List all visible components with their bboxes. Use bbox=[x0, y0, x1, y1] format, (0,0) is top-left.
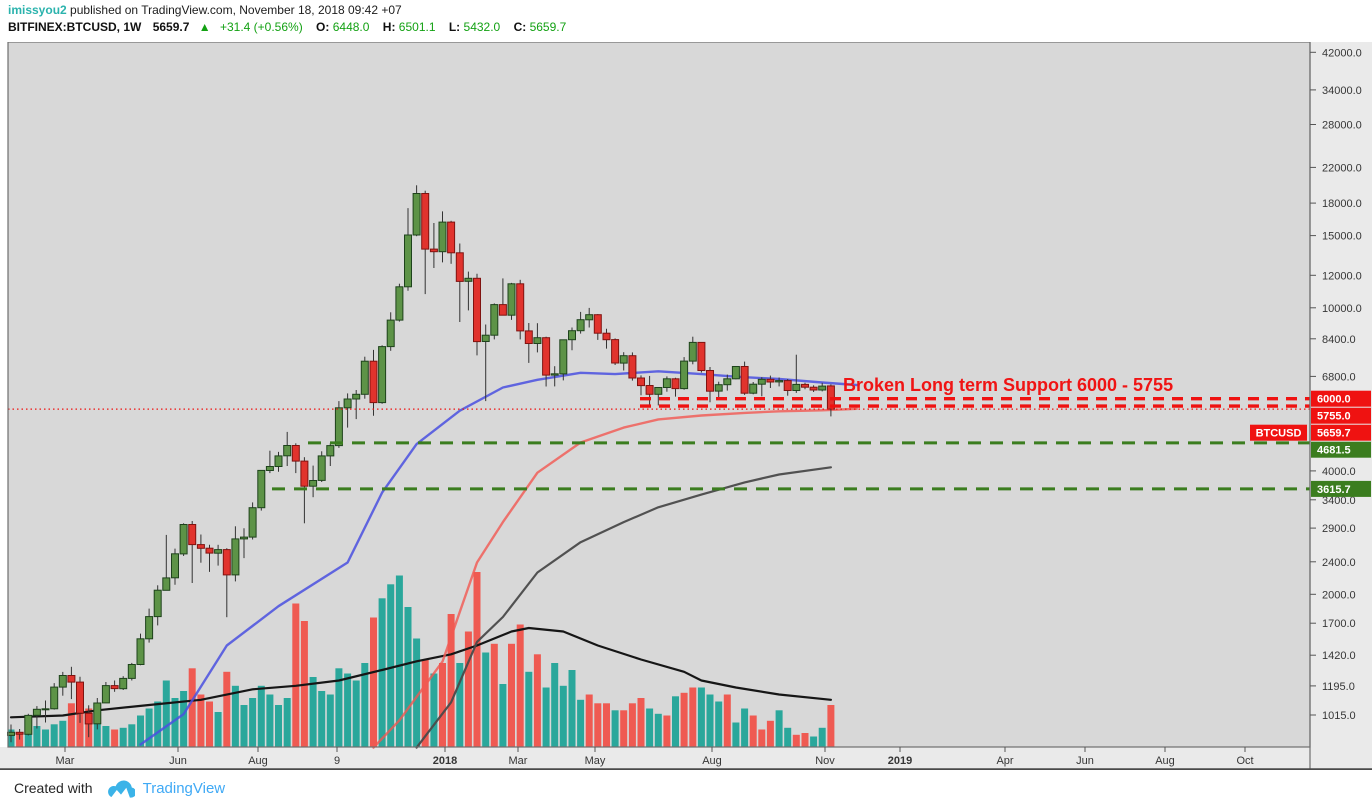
volume-ma-line bbox=[9, 626, 832, 719]
low-value: 5432.0 bbox=[463, 20, 501, 34]
candles-layer bbox=[7, 185, 835, 743]
ma-red-line bbox=[372, 407, 858, 749]
price-badge-6000.0 bbox=[1311, 390, 1371, 407]
svg-text:Jun: Jun bbox=[169, 755, 187, 767]
svg-text:28000.0: 28000.0 bbox=[1322, 120, 1362, 132]
created-with-text: Created with bbox=[14, 780, 93, 796]
svg-text:Aug: Aug bbox=[248, 755, 268, 767]
change-arrow-icon: ▲ bbox=[198, 20, 211, 34]
price-chart[interactable]: Broken Long term Support 6000 - 5755 4200… bbox=[0, 41, 1372, 771]
svg-text:5659.7: 5659.7 bbox=[1317, 428, 1351, 440]
svg-text:12000.0: 12000.0 bbox=[1322, 270, 1362, 282]
price-badge-5755.0 bbox=[1311, 407, 1371, 424]
svg-text:2900.0: 2900.0 bbox=[1322, 523, 1356, 535]
low-label: L: bbox=[448, 20, 461, 34]
svg-text:2018: 2018 bbox=[433, 755, 457, 767]
svg-text:2400.0: 2400.0 bbox=[1322, 557, 1356, 569]
svg-text:6800.0: 6800.0 bbox=[1322, 371, 1356, 383]
svg-text:1015.0: 1015.0 bbox=[1322, 710, 1356, 722]
svg-text:15000.0: 15000.0 bbox=[1322, 231, 1362, 243]
svg-text:Mar: Mar bbox=[509, 755, 528, 767]
price-badge-3615.7 bbox=[1311, 480, 1371, 497]
svg-text:1700.0: 1700.0 bbox=[1322, 618, 1356, 630]
time-axis[interactable]: Mar Jun Aug 9 2018 Mar May Aug Nov 2019 Apr Jun Aug O… bbox=[56, 747, 1254, 767]
published-text: published on TradingView.com, November 1… bbox=[70, 3, 402, 17]
svg-text:Aug: Aug bbox=[702, 755, 722, 767]
svg-text:1195.0: 1195.0 bbox=[1322, 681, 1355, 693]
symbol-tag-badge bbox=[1250, 424, 1307, 441]
svg-text:5755.0: 5755.0 bbox=[1317, 411, 1351, 423]
svg-text:Mar: Mar bbox=[56, 755, 75, 767]
svg-text:BTCUSD: BTCUSD bbox=[1256, 428, 1302, 440]
tradingview-brand-link[interactable]: TradingView bbox=[142, 779, 226, 797]
annotation-text[interactable]: Broken Long term Support 6000 - 5755 bbox=[843, 375, 1173, 395]
svg-text:Nov: Nov bbox=[815, 755, 835, 767]
svg-text:4000.0: 4000.0 bbox=[1322, 466, 1356, 478]
svg-text:3615.7: 3615.7 bbox=[1317, 484, 1351, 496]
svg-text:18000.0: 18000.0 bbox=[1322, 198, 1362, 210]
svg-text:2019: 2019 bbox=[888, 755, 912, 767]
change-text: +31.4 (+0.56%) bbox=[219, 20, 303, 34]
price-badge-5659.7 bbox=[1311, 424, 1371, 441]
username-link[interactable]: imissyou2 bbox=[8, 3, 67, 17]
svg-text:Oct: Oct bbox=[1236, 755, 1253, 767]
svg-text:2000.0: 2000.0 bbox=[1322, 589, 1356, 601]
footer: Created with TradingView bbox=[0, 770, 1372, 806]
ma-dark-line bbox=[415, 466, 832, 749]
svg-text:10000.0: 10000.0 bbox=[1322, 303, 1362, 315]
high-label: H: bbox=[382, 20, 396, 34]
high-value: 6501.1 bbox=[398, 20, 436, 34]
svg-text:3400.0: 3400.0 bbox=[1322, 495, 1356, 507]
close-label: C: bbox=[513, 20, 527, 34]
symbol-status-line: BITFINEX:BTCUSD, 1W 5659.7 ▲ +31.4 (+0.5… bbox=[8, 20, 572, 34]
publish-header: imissyou2 published on TradingView.com, … bbox=[8, 3, 402, 17]
svg-text:May: May bbox=[585, 755, 606, 767]
volume-layer bbox=[7, 572, 835, 748]
svg-text:8400.0: 8400.0 bbox=[1322, 334, 1356, 346]
svg-text:6000.0: 6000.0 bbox=[1317, 394, 1351, 406]
last-price: 5659.7 bbox=[152, 20, 190, 34]
price-badges: 6000.0 5755.0 5659.7 BTCUSD 4681.5 3615.7 bbox=[1250, 390, 1371, 497]
svg-text:9: 9 bbox=[334, 755, 340, 767]
svg-text:Jun: Jun bbox=[1076, 755, 1094, 767]
svg-text:42000.0: 42000.0 bbox=[1322, 47, 1362, 59]
close-value: 5659.7 bbox=[529, 20, 567, 34]
svg-text:1420.0: 1420.0 bbox=[1322, 650, 1356, 662]
time-axis-panel[interactable] bbox=[0, 747, 1372, 770]
price-badge-4681.5 bbox=[1311, 441, 1371, 458]
svg-text:4681.5: 4681.5 bbox=[1317, 445, 1351, 457]
price-axis[interactable]: 42000.0 34000.0 28000.0 22000.0 18000.0 15000… bbox=[1310, 47, 1362, 722]
symbol-name: BITFINEX:BTCUSD, 1W bbox=[8, 20, 142, 34]
svg-text:Apr: Apr bbox=[996, 755, 1013, 767]
svg-text:Aug: Aug bbox=[1155, 755, 1175, 767]
tradingview-logo-icon bbox=[105, 778, 135, 799]
open-value: 6448.0 bbox=[332, 20, 370, 34]
svg-text:22000.0: 22000.0 bbox=[1322, 162, 1362, 174]
svg-text:34000.0: 34000.0 bbox=[1322, 85, 1362, 97]
open-label: O: bbox=[316, 20, 330, 34]
